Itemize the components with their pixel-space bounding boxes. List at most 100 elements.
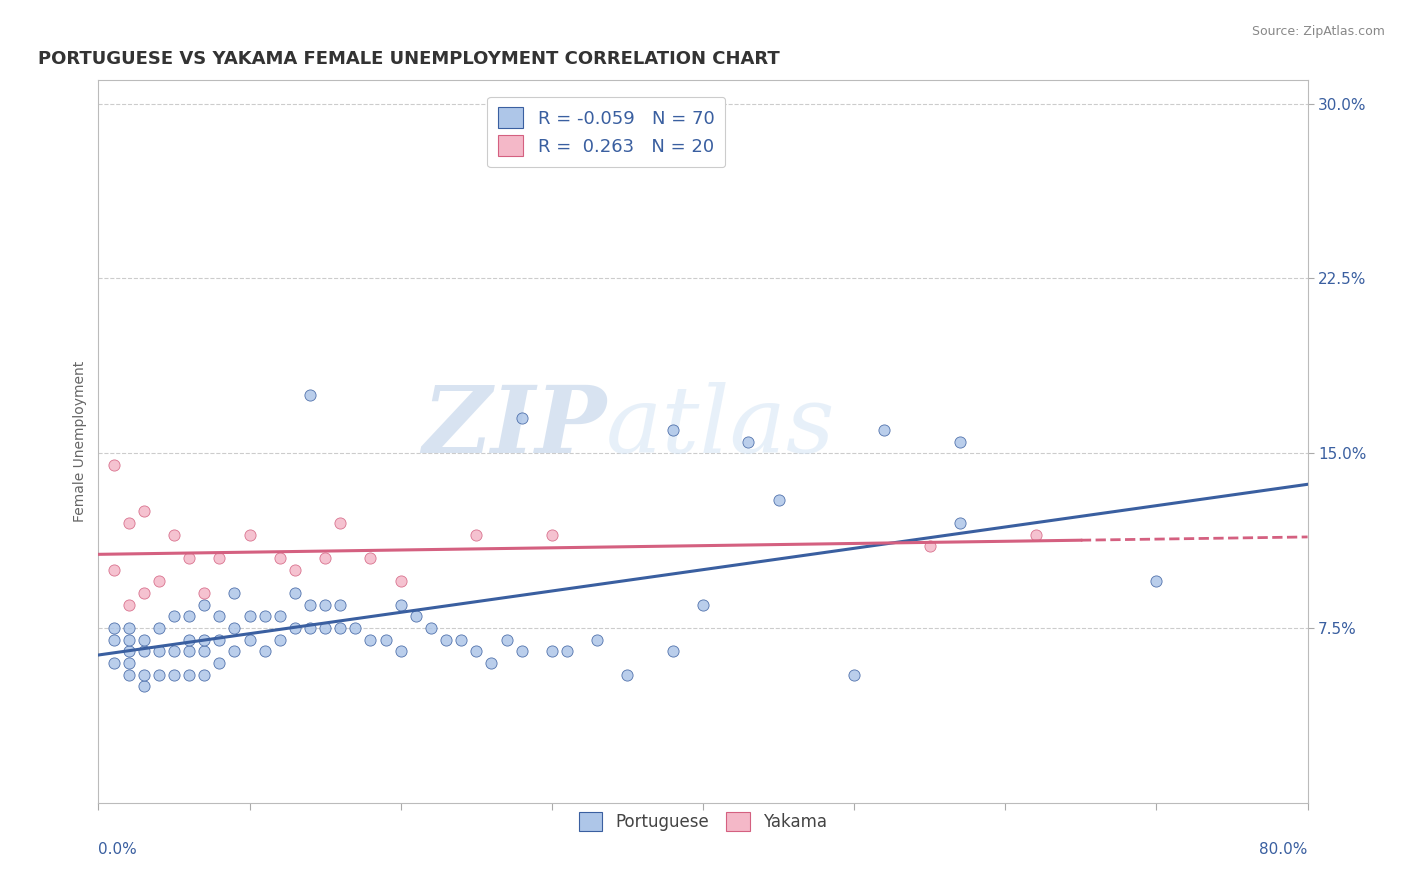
Point xyxy=(208,632,231,647)
Point xyxy=(314,551,336,566)
Point xyxy=(103,632,125,647)
Point xyxy=(208,609,231,624)
Point xyxy=(374,632,396,647)
Point xyxy=(118,667,141,681)
Point xyxy=(329,598,352,612)
Point xyxy=(269,609,291,624)
Point xyxy=(253,644,276,658)
Point xyxy=(314,598,336,612)
Point xyxy=(555,644,578,658)
Point xyxy=(949,516,972,530)
Point xyxy=(360,551,382,566)
Point xyxy=(692,598,714,612)
Point xyxy=(239,632,262,647)
Point xyxy=(179,632,201,647)
Point xyxy=(163,644,186,658)
Point xyxy=(163,609,186,624)
Point xyxy=(118,621,141,635)
Point xyxy=(148,621,170,635)
Point xyxy=(132,504,155,518)
Point xyxy=(949,434,972,449)
Point xyxy=(132,667,155,681)
Point xyxy=(918,540,941,554)
Point xyxy=(1144,574,1167,589)
Point xyxy=(284,621,307,635)
Point xyxy=(253,609,276,624)
Point xyxy=(540,644,562,658)
Legend: Portuguese, Yakama: Portuguese, Yakama xyxy=(572,805,834,838)
Point xyxy=(163,667,186,681)
Text: Source: ZipAtlas.com: Source: ZipAtlas.com xyxy=(1251,25,1385,38)
Text: 80.0%: 80.0% xyxy=(1260,842,1308,856)
Point xyxy=(118,598,141,612)
Point xyxy=(434,632,457,647)
Point xyxy=(768,492,790,507)
Point xyxy=(224,586,246,600)
Point xyxy=(148,667,170,681)
Point xyxy=(132,586,155,600)
Point xyxy=(118,644,141,658)
Point xyxy=(193,632,215,647)
Point xyxy=(299,388,322,402)
Text: ZIP: ZIP xyxy=(422,382,606,472)
Point xyxy=(103,458,125,472)
Text: 0.0%: 0.0% xyxy=(98,842,138,856)
Point xyxy=(118,632,141,647)
Point xyxy=(284,563,307,577)
Point xyxy=(103,656,125,670)
Point xyxy=(329,621,352,635)
Point xyxy=(314,621,336,635)
Point xyxy=(179,551,201,566)
Point xyxy=(208,551,231,566)
Point xyxy=(103,563,125,577)
Point xyxy=(540,528,562,542)
Point xyxy=(329,516,352,530)
Point xyxy=(163,528,186,542)
Point xyxy=(465,528,488,542)
Point xyxy=(510,644,533,658)
Point xyxy=(193,644,215,658)
Point xyxy=(239,528,262,542)
Point xyxy=(208,656,231,670)
Point xyxy=(450,632,472,647)
Point xyxy=(103,621,125,635)
Point xyxy=(118,516,141,530)
Point xyxy=(299,598,322,612)
Point xyxy=(179,667,201,681)
Point xyxy=(360,632,382,647)
Point xyxy=(132,679,155,693)
Point xyxy=(193,598,215,612)
Point xyxy=(495,632,517,647)
Point xyxy=(661,644,683,658)
Point xyxy=(132,632,155,647)
Point xyxy=(873,423,896,437)
Point xyxy=(661,423,683,437)
Point xyxy=(420,621,443,635)
Point xyxy=(586,632,609,647)
Point xyxy=(389,574,412,589)
Point xyxy=(193,667,215,681)
Point xyxy=(148,574,170,589)
Point xyxy=(1024,528,1046,542)
Point xyxy=(405,609,427,624)
Point xyxy=(510,411,533,425)
Point xyxy=(737,434,759,449)
Point xyxy=(118,656,141,670)
Point xyxy=(844,667,866,681)
Point xyxy=(179,644,201,658)
Point xyxy=(481,656,503,670)
Point xyxy=(132,644,155,658)
Point xyxy=(224,644,246,658)
Point xyxy=(389,644,412,658)
Point xyxy=(299,621,322,635)
Point xyxy=(284,586,307,600)
Y-axis label: Female Unemployment: Female Unemployment xyxy=(73,361,87,522)
Point xyxy=(224,621,246,635)
Point xyxy=(269,632,291,647)
Text: atlas: atlas xyxy=(606,382,835,472)
Point xyxy=(179,609,201,624)
Point xyxy=(616,667,638,681)
Point xyxy=(239,609,262,624)
Text: PORTUGUESE VS YAKAMA FEMALE UNEMPLOYMENT CORRELATION CHART: PORTUGUESE VS YAKAMA FEMALE UNEMPLOYMENT… xyxy=(38,50,780,68)
Point xyxy=(193,586,215,600)
